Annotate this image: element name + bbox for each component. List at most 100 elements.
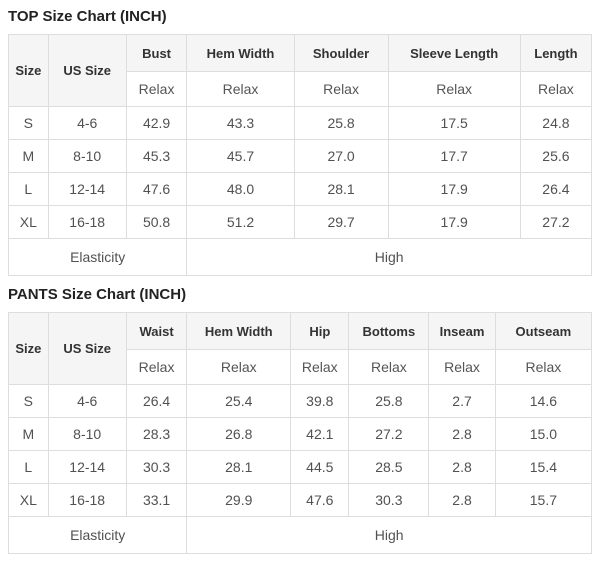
top-row-m: M 8-10 45.3 45.7 27.0 17.7 25.6 bbox=[8, 139, 593, 173]
pants-row-m: M 8-10 28.3 26.8 42.1 27.2 2.8 15.0 bbox=[8, 417, 593, 451]
value-cell: 50.8 bbox=[125, 205, 188, 239]
fit-cell: Relax bbox=[494, 349, 593, 385]
size-cell: L bbox=[8, 450, 49, 484]
value-cell: 25.6 bbox=[519, 139, 593, 173]
value-cell: 29.7 bbox=[293, 205, 389, 239]
elasticity-label-cell: Elasticity bbox=[7, 238, 188, 276]
size-cell: M bbox=[8, 139, 49, 173]
value-cell: 51.2 bbox=[186, 205, 295, 239]
size-cell: S bbox=[8, 106, 49, 140]
fit-cell: Relax bbox=[293, 71, 389, 107]
us-size-cell: 4-6 bbox=[47, 106, 127, 140]
value-cell: 26.4 bbox=[125, 384, 188, 418]
pants-header-cell-outseam: Outseam bbox=[494, 312, 593, 350]
value-cell: 47.6 bbox=[125, 172, 188, 206]
size-cell: L bbox=[8, 172, 49, 206]
fit-cell: Relax bbox=[186, 71, 295, 107]
value-cell: 27.2 bbox=[519, 205, 593, 239]
value-cell: 28.3 bbox=[125, 417, 188, 451]
size-cell: S bbox=[8, 384, 49, 418]
value-cell: 24.8 bbox=[519, 106, 593, 140]
value-cell: 2.8 bbox=[428, 483, 496, 517]
us-size-cell: 8-10 bbox=[47, 417, 127, 451]
value-cell: 44.5 bbox=[290, 450, 350, 484]
top-elasticity-row: Elasticity High bbox=[7, 238, 592, 276]
pants-row-l: L 12-14 30.3 28.1 44.5 28.5 2.8 15.4 bbox=[8, 450, 593, 484]
value-cell: 47.6 bbox=[290, 483, 350, 517]
value-cell: 30.3 bbox=[348, 483, 430, 517]
value-cell: 28.1 bbox=[293, 172, 389, 206]
elasticity-label-cell: Elasticity bbox=[7, 516, 188, 554]
fit-cell: Relax bbox=[387, 71, 521, 107]
top-size-chart-title: TOP Size Chart (INCH) bbox=[8, 8, 167, 25]
fit-cell: Relax bbox=[186, 349, 292, 385]
fit-cell: Relax bbox=[125, 71, 188, 107]
value-cell: 30.3 bbox=[125, 450, 188, 484]
pants-header-cell-hip: Hip bbox=[290, 312, 350, 350]
value-cell: 33.1 bbox=[125, 483, 188, 517]
pants-row-xl: XL 16-18 33.1 29.9 47.6 30.3 2.8 15.7 bbox=[8, 483, 593, 517]
pants-header-row: Size US Size Waist Hem Width Hip Bottoms… bbox=[8, 312, 593, 385]
pants-size-chart-title: PANTS Size Chart (INCH) bbox=[8, 286, 187, 303]
value-cell: 14.6 bbox=[494, 384, 593, 418]
value-cell: 45.3 bbox=[125, 139, 188, 173]
value-cell: 17.9 bbox=[387, 172, 521, 206]
top-header-cell-size: Size bbox=[8, 34, 49, 107]
value-cell: 15.0 bbox=[494, 417, 593, 451]
top-header-cell-shoulder: Shoulder bbox=[293, 34, 389, 72]
value-cell: 28.1 bbox=[186, 450, 292, 484]
value-cell: 25.8 bbox=[293, 106, 389, 140]
top-header-cell-sleeve-length: Sleeve Length bbox=[387, 34, 521, 72]
us-size-cell: 16-18 bbox=[47, 483, 127, 517]
size-cell: XL bbox=[8, 483, 49, 517]
size-cell: XL bbox=[8, 205, 49, 239]
value-cell: 2.8 bbox=[428, 450, 496, 484]
value-cell: 48.0 bbox=[186, 172, 295, 206]
fit-cell: Relax bbox=[428, 349, 496, 385]
value-cell: 17.7 bbox=[387, 139, 521, 173]
value-cell: 39.8 bbox=[290, 384, 350, 418]
value-cell: 42.1 bbox=[290, 417, 350, 451]
us-size-cell: 12-14 bbox=[47, 450, 127, 484]
fit-cell: Relax bbox=[125, 349, 188, 385]
pants-header-cell-waist: Waist bbox=[125, 312, 188, 350]
elasticity-value-cell: High bbox=[186, 238, 592, 276]
value-cell: 28.5 bbox=[348, 450, 430, 484]
elasticity-value-cell: High bbox=[186, 516, 592, 554]
pants-header-cell-bottoms: Bottoms bbox=[348, 312, 430, 350]
value-cell: 17.5 bbox=[387, 106, 521, 140]
value-cell: 2.8 bbox=[428, 417, 496, 451]
top-row-l: L 12-14 47.6 48.0 28.1 17.9 26.4 bbox=[8, 172, 593, 206]
top-row-s: S 4-6 42.9 43.3 25.8 17.5 24.8 bbox=[8, 106, 593, 140]
value-cell: 45.7 bbox=[186, 139, 295, 173]
value-cell: 29.9 bbox=[186, 483, 292, 517]
top-header-cell-hem-width: Hem Width bbox=[186, 34, 295, 72]
value-cell: 15.4 bbox=[494, 450, 593, 484]
value-cell: 25.4 bbox=[186, 384, 292, 418]
size-cell: M bbox=[8, 417, 49, 451]
us-size-cell: 12-14 bbox=[47, 172, 127, 206]
value-cell: 17.9 bbox=[387, 205, 521, 239]
value-cell: 2.7 bbox=[428, 384, 496, 418]
top-header-cell-length: Length bbox=[519, 34, 593, 72]
value-cell: 43.3 bbox=[186, 106, 295, 140]
top-header-cell-us-size: US Size bbox=[47, 34, 127, 107]
fit-cell: Relax bbox=[290, 349, 350, 385]
us-size-cell: 16-18 bbox=[47, 205, 127, 239]
pants-header-cell-size: Size bbox=[8, 312, 49, 385]
top-header-row: Size US Size Bust Hem Width Shoulder Sle… bbox=[8, 34, 593, 107]
pants-size-chart-table: Size US Size Waist Hem Width Hip Bottoms… bbox=[7, 312, 593, 554]
value-cell: 27.2 bbox=[348, 417, 430, 451]
value-cell: 42.9 bbox=[125, 106, 188, 140]
top-size-chart-table: Size US Size Bust Hem Width Shoulder Sle… bbox=[7, 34, 593, 276]
pants-row-s: S 4-6 26.4 25.4 39.8 25.8 2.7 14.6 bbox=[8, 384, 593, 418]
value-cell: 27.0 bbox=[293, 139, 389, 173]
pants-header-cell-hem-width: Hem Width bbox=[186, 312, 292, 350]
pants-header-cell-us-size: US Size bbox=[47, 312, 127, 385]
pants-elasticity-row: Elasticity High bbox=[7, 516, 592, 554]
value-cell: 26.4 bbox=[519, 172, 593, 206]
value-cell: 26.8 bbox=[186, 417, 292, 451]
value-cell: 15.7 bbox=[494, 483, 593, 517]
value-cell: 25.8 bbox=[348, 384, 430, 418]
